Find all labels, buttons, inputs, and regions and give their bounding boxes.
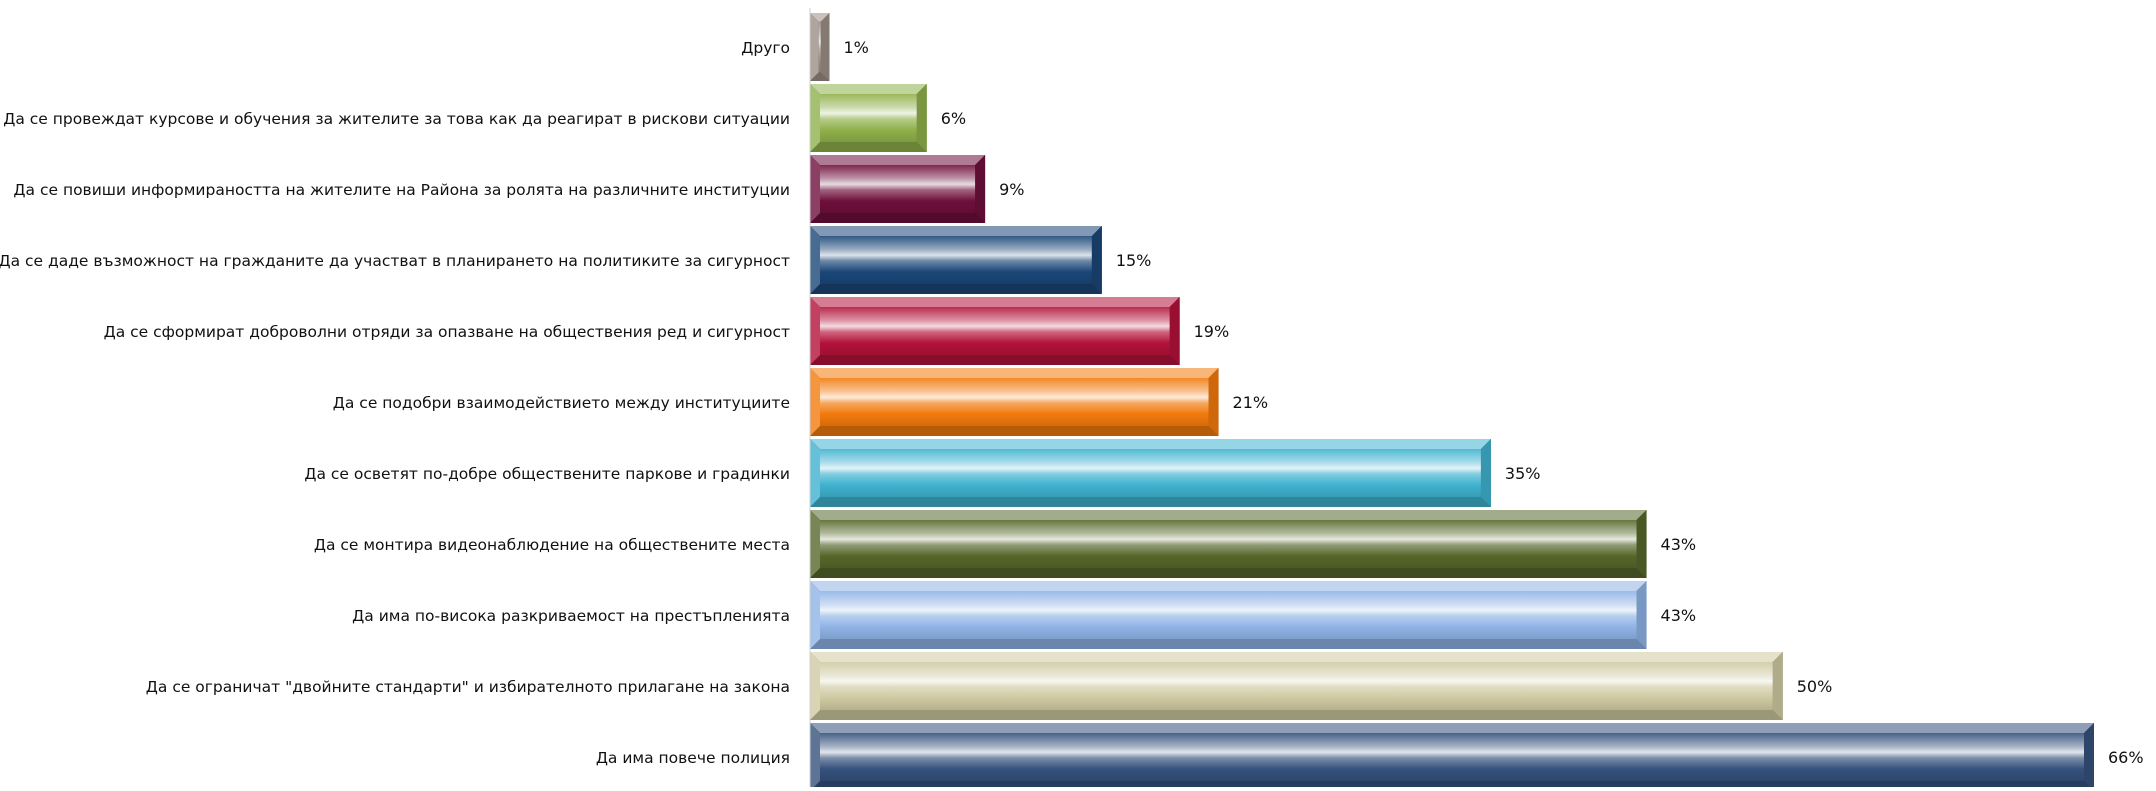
bar-bevel-right (1169, 297, 1180, 365)
data-label: 35% (1505, 464, 1541, 483)
bar-face (820, 591, 1637, 639)
bar-face (820, 94, 917, 142)
bar-bevel-left (810, 155, 820, 223)
bar-bevel-bottom (810, 426, 1219, 436)
bar-bevel-top (810, 84, 927, 94)
bar-face (820, 378, 1209, 426)
category-label: Друго (741, 39, 790, 57)
bar (810, 13, 830, 81)
bar-bevel-left (810, 368, 820, 436)
bar-bevel-top (810, 368, 1219, 378)
bar-bevel-left (810, 297, 820, 365)
bar-bevel-right (2084, 723, 2094, 791)
bar-face (820, 449, 1481, 497)
bar (810, 84, 927, 152)
category-label: Да се даде възможност на гражданите да у… (0, 252, 790, 270)
bar (810, 297, 1180, 365)
bar-bevel-top (810, 581, 1647, 591)
bar-bevel-right (1636, 581, 1647, 649)
bar-bevel-bottom (810, 497, 1491, 507)
category-label: Да се ограничат "двойните стандарти" и и… (146, 678, 790, 696)
bar-bevel-right (1636, 510, 1647, 578)
category-label: Да се повиши информираността на жителите… (13, 181, 790, 199)
bar-bevel-right (1208, 368, 1219, 436)
bar-face (820, 520, 1637, 568)
bar-bevel-top (810, 439, 1491, 449)
data-label: 50% (1797, 677, 1833, 696)
bar-bevel-right (1480, 439, 1491, 507)
bar (810, 652, 1783, 720)
bar-bevel-left (810, 723, 820, 791)
bar-bevel-bottom (810, 781, 2094, 791)
data-label: 21% (1233, 393, 1269, 412)
bar-bevel-top (810, 510, 1647, 520)
bar-bevel-left (810, 439, 820, 507)
bar (810, 226, 1102, 294)
data-label: 43% (1661, 606, 1697, 625)
bar-face (820, 662, 1773, 710)
bar-bevel-bottom (810, 284, 1102, 294)
bar-face (820, 307, 1170, 355)
data-label: 19% (1194, 322, 1230, 341)
bar-face (818, 21, 821, 73)
bar-bevel-bottom (810, 213, 986, 223)
category-label: Да има по-висока разкриваемост на престъ… (352, 607, 790, 625)
category-label: Да се сформират доброволни отряди за опа… (104, 323, 790, 341)
data-label: 9% (999, 180, 1024, 199)
bar-bevel-top (810, 297, 1180, 307)
bar-face (820, 165, 976, 213)
bar-face (820, 733, 2084, 781)
bar-bevel-bottom (810, 639, 1647, 649)
bar-bevel-bottom (810, 568, 1647, 578)
data-label: 1% (843, 38, 868, 57)
category-label: Да се подобри взаимодействието между инс… (333, 394, 790, 412)
category-label: Да се провеждат курсове и обучения за жи… (3, 110, 790, 128)
bar-bevel-top (810, 226, 1102, 236)
data-label: 43% (1661, 535, 1697, 554)
bar (810, 581, 1647, 649)
bar-bevel-right (975, 155, 986, 223)
category-label: Да се монтира видеонаблюдение на обществ… (314, 536, 790, 554)
bar-bevel-right (820, 13, 830, 81)
bar-bevel-top (810, 13, 830, 22)
data-label: 66% (2108, 748, 2144, 767)
bar (810, 439, 1491, 507)
bar-bevel-right (916, 84, 927, 152)
bar-bevel-left (810, 510, 820, 578)
bar-bevel-top (810, 652, 1783, 662)
category-label: Да се осветят по-добре обществените парк… (304, 465, 790, 483)
bar (810, 155, 986, 223)
bar-bevel-left (810, 652, 820, 720)
bar-bevel-bottom (810, 355, 1180, 365)
bar-face (820, 236, 1092, 284)
bar-bevel-right (1772, 652, 1783, 720)
bar-bevel-right (1091, 226, 1102, 294)
bar (810, 368, 1219, 436)
bar (810, 723, 2094, 791)
bar (810, 510, 1647, 578)
bar-bevel-left (810, 581, 820, 649)
data-label: 6% (941, 109, 966, 128)
bar-bevel-bottom (810, 142, 927, 152)
bar-bevel-top (810, 723, 2094, 733)
bar-bevel-left (810, 84, 820, 152)
bar-bevel-bottom (810, 710, 1783, 720)
bar-bevel-bottom (810, 72, 830, 81)
bar-bevel-left (810, 226, 820, 294)
category-label: Да има повече полиция (596, 749, 790, 767)
bar-bevel-top (810, 155, 986, 165)
data-label: 15% (1116, 251, 1152, 270)
bar-bevel-left (810, 13, 819, 81)
